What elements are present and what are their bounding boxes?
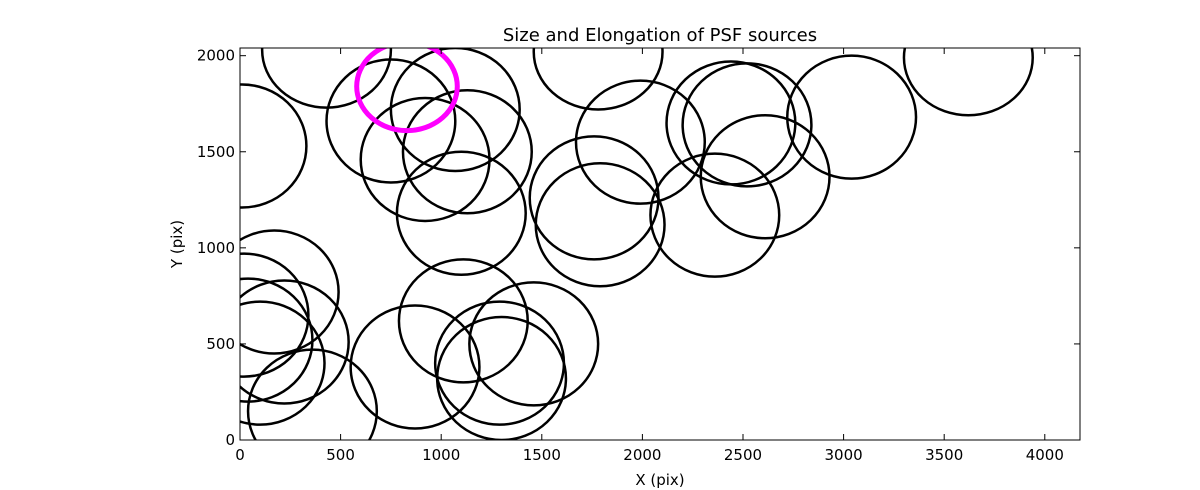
source-ellipse-11 xyxy=(534,162,666,288)
x-tick-label: 2000 xyxy=(623,446,661,464)
source-ellipse-16 xyxy=(786,54,918,180)
source-ellipse-7 xyxy=(395,150,527,276)
source-ellipse-24 xyxy=(349,304,481,430)
source-ellipse-12 xyxy=(649,152,781,278)
source-ellipse-6 xyxy=(401,89,533,215)
x-tick-label: 3000 xyxy=(824,446,862,464)
source-ellipses xyxy=(240,48,1034,440)
source-ellipse-26 xyxy=(433,300,566,426)
x-tick-label: 4000 xyxy=(1026,446,1064,464)
highlighted-source-layer xyxy=(354,48,460,134)
x-tick-label: 1500 xyxy=(523,446,561,464)
plot-frame xyxy=(239,47,1081,441)
source-ellipse-14 xyxy=(681,62,813,188)
y-axis-ticks: 0 500 1000 1500 2000 xyxy=(197,47,1080,449)
x-axis-label: X (pix) xyxy=(635,471,684,489)
source-ellipse-22 xyxy=(240,279,350,405)
source-ellipse-20 xyxy=(240,277,314,403)
x-axis-ticks: 0 500 1000 1500 2000 2500 3000 3500 4000 xyxy=(235,48,1064,464)
source-ellipse-28 xyxy=(435,315,568,440)
source-ellipse-4 xyxy=(359,96,491,223)
source-ellipse-21 xyxy=(240,300,326,426)
highlighted-source-ellipse xyxy=(354,48,460,134)
source-ellipse-23 xyxy=(246,348,379,440)
x-tick-label: 2500 xyxy=(724,446,762,464)
y-axis-label: Y (pix) xyxy=(168,220,186,269)
x-tick-label: 1000 xyxy=(422,446,460,464)
source-ellipse-25 xyxy=(397,258,529,384)
y-tick-label: 500 xyxy=(206,335,235,353)
x-tick-label: 0 xyxy=(235,446,245,464)
source-ellipse-27 xyxy=(468,281,600,407)
x-tick-label: 500 xyxy=(326,446,355,464)
y-tick-label: 0 xyxy=(225,431,235,449)
source-ellipse-15 xyxy=(699,114,831,240)
plot-area xyxy=(240,48,1034,440)
source-ellipse-13 xyxy=(665,60,797,186)
source-ellipse-1 xyxy=(240,83,308,209)
source-ellipse-19 xyxy=(240,252,310,378)
source-ellipse-9 xyxy=(574,79,707,205)
source-ellipse-17 xyxy=(902,48,1034,117)
source-ellipse-8 xyxy=(532,48,664,111)
source-ellipse-18 xyxy=(240,229,340,355)
source-ellipse-2 xyxy=(260,48,393,109)
y-tick-label: 2000 xyxy=(197,47,235,65)
y-tick-label: 1500 xyxy=(197,143,235,161)
source-ellipse-5 xyxy=(389,48,521,173)
x-tick-label: 3500 xyxy=(925,446,963,464)
source-ellipse-10 xyxy=(528,135,660,261)
source-ellipse-3 xyxy=(325,58,457,184)
y-tick-label: 1000 xyxy=(197,239,235,257)
chart-title: Size and Elongation of PSF sources xyxy=(503,25,817,46)
